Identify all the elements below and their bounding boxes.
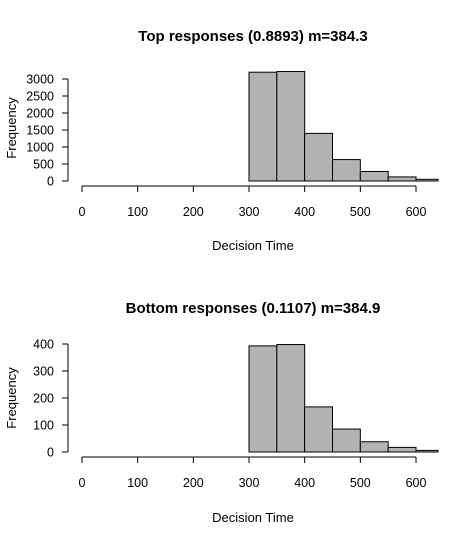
chart-title: Bottom responses (0.1107) m=384.9 bbox=[126, 300, 381, 317]
x-tick-label: 300 bbox=[239, 205, 260, 219]
x-tick-label: 500 bbox=[350, 476, 371, 490]
histogram-bar bbox=[359, 441, 389, 453]
y-tick-label: 100 bbox=[33, 419, 54, 433]
x-axis: 0 100 200 300 400 500 600 bbox=[79, 456, 427, 490]
histogram-bar bbox=[276, 71, 306, 182]
histogram-bar bbox=[359, 170, 389, 182]
x-tick-label: 300 bbox=[239, 476, 260, 490]
y-tick-label: 200 bbox=[33, 392, 54, 406]
bars-group bbox=[248, 344, 439, 453]
histogram-bar bbox=[332, 428, 361, 453]
x-tick-label: 100 bbox=[127, 476, 148, 490]
x-tick-label: 100 bbox=[127, 205, 148, 219]
histogram-bar bbox=[332, 159, 361, 182]
histogram-bar bbox=[387, 446, 417, 453]
y-axis-label: Frequency bbox=[4, 97, 19, 159]
x-tick-label: 200 bbox=[183, 476, 204, 490]
y-tick-label: 500 bbox=[33, 158, 54, 172]
y-tick-label: 3000 bbox=[26, 73, 54, 87]
bottom-histogram-panel: Bottom responses (0.1107) m=384.9 Decisi… bbox=[4, 300, 439, 525]
x-tick-label: 600 bbox=[406, 205, 427, 219]
y-tick-label: 1000 bbox=[26, 141, 54, 155]
y-tick-label: 0 bbox=[47, 446, 54, 460]
histogram-bar bbox=[304, 406, 333, 453]
y-axis: 0 500 1000 1500 2000 2500 3000 bbox=[26, 73, 69, 189]
bars-group bbox=[248, 71, 439, 182]
chart-title: Top responses (0.8893) m=384.3 bbox=[138, 28, 367, 45]
x-tick-label: 600 bbox=[406, 476, 427, 490]
x-axis: 0 100 200 300 400 500 600 bbox=[79, 185, 427, 219]
y-tick-label: 400 bbox=[33, 338, 54, 352]
histogram-bar bbox=[387, 176, 417, 182]
histogram-bar bbox=[248, 345, 278, 453]
x-axis-label: Decision Time bbox=[212, 238, 294, 253]
x-tick-label: 200 bbox=[183, 205, 204, 219]
y-axis: 0 100 200 300 400 bbox=[33, 338, 69, 460]
y-tick-label: 1500 bbox=[26, 124, 54, 138]
y-tick-label: 300 bbox=[33, 365, 54, 379]
histogram-bar bbox=[415, 449, 439, 453]
x-tick-label: 400 bbox=[294, 476, 315, 490]
histogram-bar bbox=[248, 71, 278, 182]
x-tick-label: 0 bbox=[79, 205, 86, 219]
histogram-bar bbox=[415, 178, 439, 182]
y-tick-label: 0 bbox=[47, 175, 54, 189]
top-histogram-panel: Top responses (0.8893) m=384.3 Decision … bbox=[4, 28, 439, 253]
y-axis-label: Frequency bbox=[4, 367, 19, 429]
x-tick-label: 500 bbox=[350, 205, 371, 219]
x-tick-label: 400 bbox=[294, 205, 315, 219]
y-tick-label: 2000 bbox=[26, 107, 54, 121]
y-tick-label: 2500 bbox=[26, 90, 54, 104]
x-axis-label: Decision Time bbox=[212, 510, 294, 525]
histogram-bar bbox=[276, 344, 306, 453]
histogram-bar bbox=[304, 132, 333, 182]
x-tick-label: 0 bbox=[79, 476, 86, 490]
